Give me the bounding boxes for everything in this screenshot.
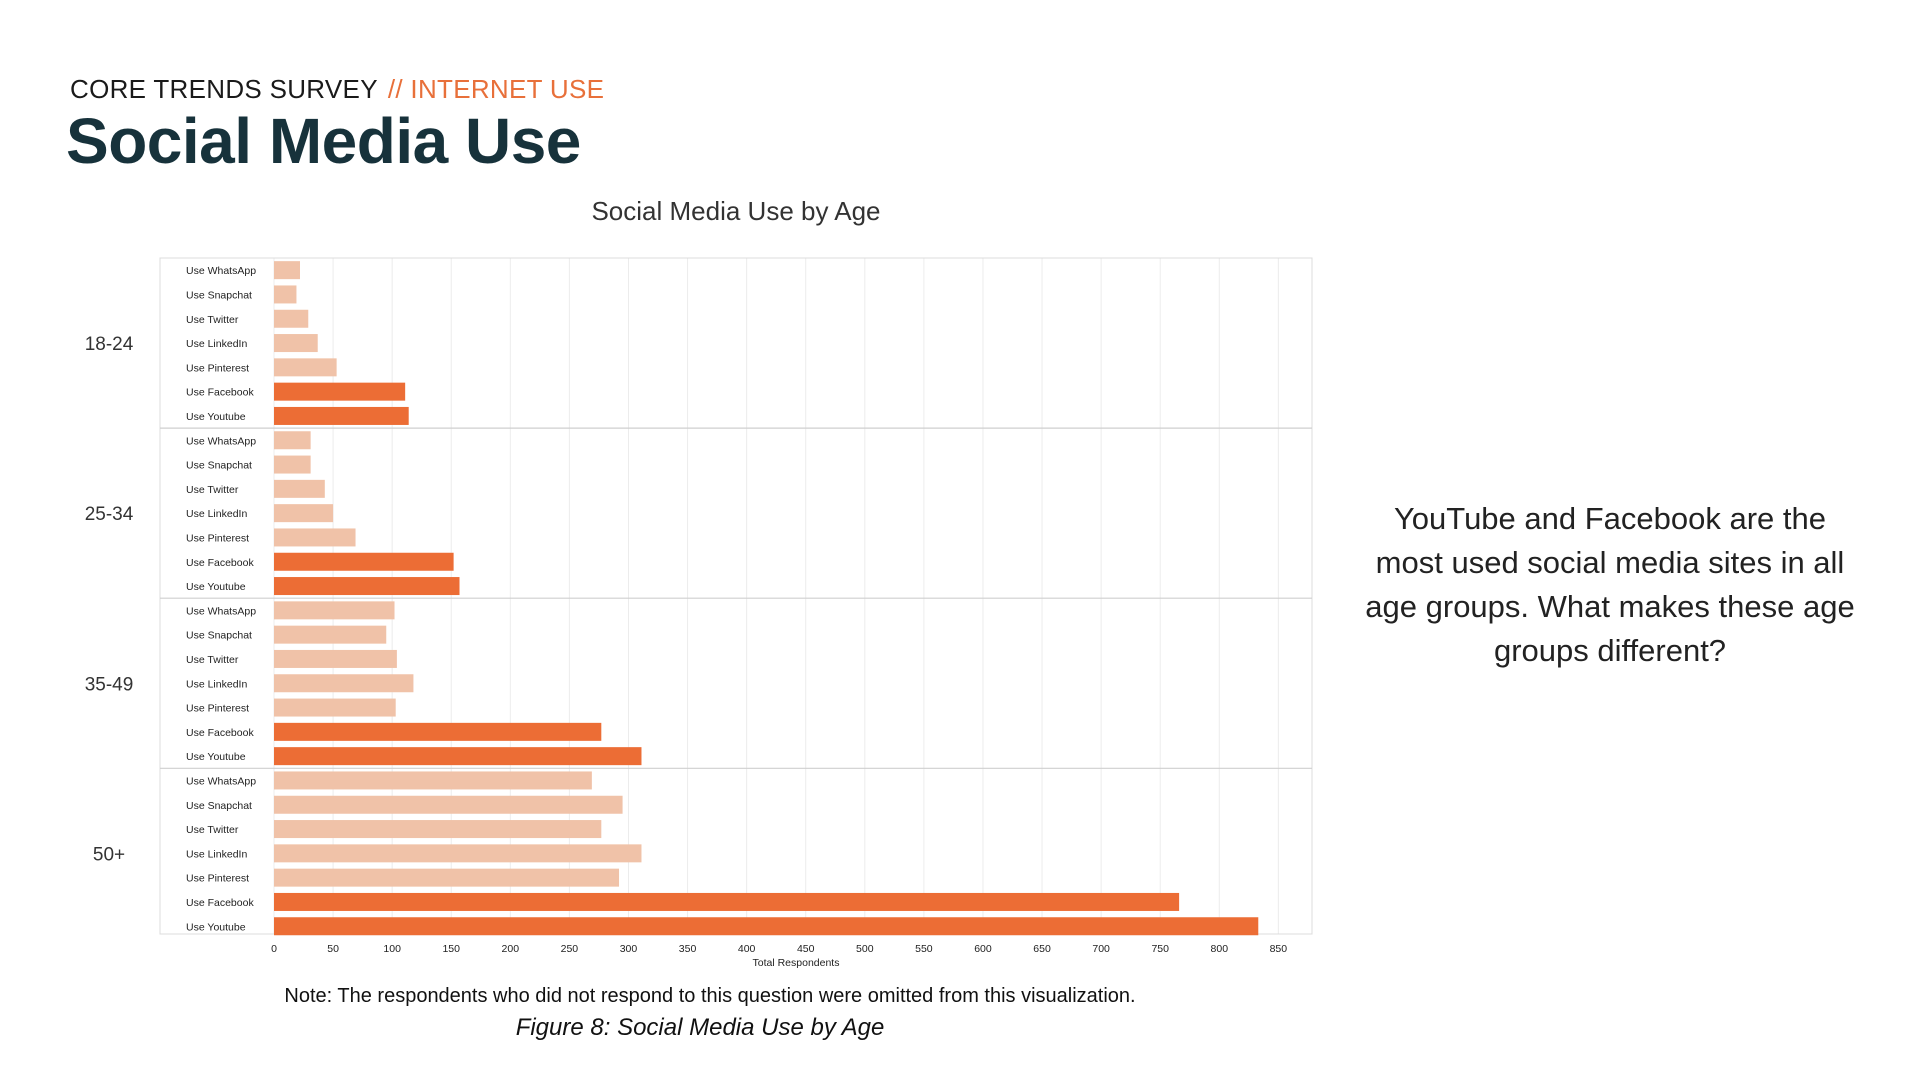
group-label: 50+ bbox=[93, 844, 125, 865]
bar bbox=[274, 917, 1259, 936]
bar-label: Use Youtube bbox=[186, 751, 246, 763]
bar bbox=[274, 722, 602, 741]
x-tick-label: 150 bbox=[442, 943, 460, 955]
bar bbox=[274, 431, 311, 450]
bar-label: Use Twitter bbox=[186, 314, 239, 326]
bar bbox=[274, 309, 309, 328]
x-tick-label: 350 bbox=[679, 943, 697, 955]
bar bbox=[274, 334, 318, 353]
x-tick-label: 750 bbox=[1151, 943, 1169, 955]
bar bbox=[274, 649, 397, 668]
bar bbox=[274, 747, 642, 766]
x-tick-label: 100 bbox=[383, 943, 401, 955]
bar-label: Use Twitter bbox=[186, 654, 239, 666]
bar bbox=[274, 261, 300, 280]
bar-label: Use Pinterest bbox=[186, 703, 249, 715]
bar-label: Use LinkedIn bbox=[186, 508, 247, 520]
bar bbox=[274, 552, 454, 571]
chart-title: Social Media Use by Age bbox=[591, 196, 881, 226]
bar bbox=[274, 577, 460, 596]
x-tick-label: 500 bbox=[856, 943, 874, 955]
x-tick-label: 850 bbox=[1270, 943, 1288, 955]
x-axis-label: Total Respondents bbox=[753, 957, 840, 969]
bar bbox=[274, 285, 297, 304]
chart-note: Note: The respondents who did not respon… bbox=[284, 985, 1136, 1007]
bar-label: Use Youtube bbox=[186, 921, 246, 933]
page-title: Social Media Use bbox=[66, 105, 581, 177]
bar-label: Use Snapchat bbox=[186, 289, 252, 301]
kicker-accent: // INTERNET USE bbox=[387, 74, 605, 104]
x-tick-label: 50 bbox=[327, 943, 339, 955]
bar-label: Use LinkedIn bbox=[186, 848, 247, 860]
bar-label: Use Twitter bbox=[186, 484, 239, 496]
bar bbox=[274, 528, 356, 547]
bar-label: Use Twitter bbox=[186, 824, 239, 836]
insight-text: YouTube and Facebook are the most used s… bbox=[1365, 501, 1855, 668]
x-tick-label: 400 bbox=[738, 943, 756, 955]
bar-label: Use WhatsApp bbox=[186, 265, 256, 277]
bar-label: Use Youtube bbox=[186, 581, 246, 593]
bar-label: Use WhatsApp bbox=[186, 435, 256, 447]
bar bbox=[274, 820, 602, 839]
bar-label: Use Pinterest bbox=[186, 873, 249, 885]
x-tick-label: 0 bbox=[271, 943, 277, 955]
bar bbox=[274, 406, 409, 425]
x-tick-label: 250 bbox=[561, 943, 579, 955]
bar-label: Use Snapchat bbox=[186, 460, 252, 472]
bar bbox=[274, 674, 414, 693]
x-tick-label: 650 bbox=[1033, 943, 1051, 955]
bar bbox=[274, 625, 387, 644]
bar bbox=[274, 771, 592, 790]
bar-label: Use Pinterest bbox=[186, 362, 249, 374]
bar-label: Use Snapchat bbox=[186, 630, 252, 642]
figure-caption: Figure 8: Social Media Use by Age bbox=[515, 1014, 885, 1041]
bar-label: Use LinkedIn bbox=[186, 338, 247, 350]
x-tick-label: 550 bbox=[915, 943, 933, 955]
section-kicker: CORE TRENDS SURVEY // INTERNET USE bbox=[70, 74, 604, 105]
bar-label: Use Pinterest bbox=[186, 532, 249, 544]
group-label: 18-24 bbox=[85, 334, 134, 355]
bar bbox=[274, 795, 623, 814]
x-tick-label: 700 bbox=[1092, 943, 1110, 955]
bar-label: Use Facebook bbox=[186, 557, 254, 569]
bar bbox=[274, 868, 620, 887]
bar-label: Use Youtube bbox=[186, 411, 246, 423]
bar bbox=[274, 892, 1180, 911]
x-tick-label: 200 bbox=[502, 943, 520, 955]
bar bbox=[274, 504, 334, 523]
kicker-text: CORE TRENDS SURVEY bbox=[70, 74, 378, 104]
bar bbox=[274, 382, 406, 401]
bar bbox=[274, 479, 325, 498]
bar bbox=[274, 698, 396, 717]
bar-label: Use Snapchat bbox=[186, 800, 252, 812]
bar-label: Use Facebook bbox=[186, 387, 254, 399]
x-tick-label: 600 bbox=[974, 943, 992, 955]
bar bbox=[274, 844, 642, 863]
bar bbox=[274, 455, 311, 474]
group-label: 25-34 bbox=[85, 504, 134, 525]
bar-label: Use Facebook bbox=[186, 897, 254, 909]
bar bbox=[274, 358, 337, 377]
bar-label: Use WhatsApp bbox=[186, 605, 256, 617]
bar-label: Use Facebook bbox=[186, 727, 254, 739]
x-tick-label: 800 bbox=[1211, 943, 1229, 955]
x-tick-label: 450 bbox=[797, 943, 815, 955]
bar-label: Use WhatsApp bbox=[186, 775, 256, 787]
bar bbox=[274, 601, 395, 620]
bar-label: Use LinkedIn bbox=[186, 678, 247, 690]
group-label: 35-49 bbox=[85, 674, 134, 695]
x-tick-label: 300 bbox=[620, 943, 638, 955]
